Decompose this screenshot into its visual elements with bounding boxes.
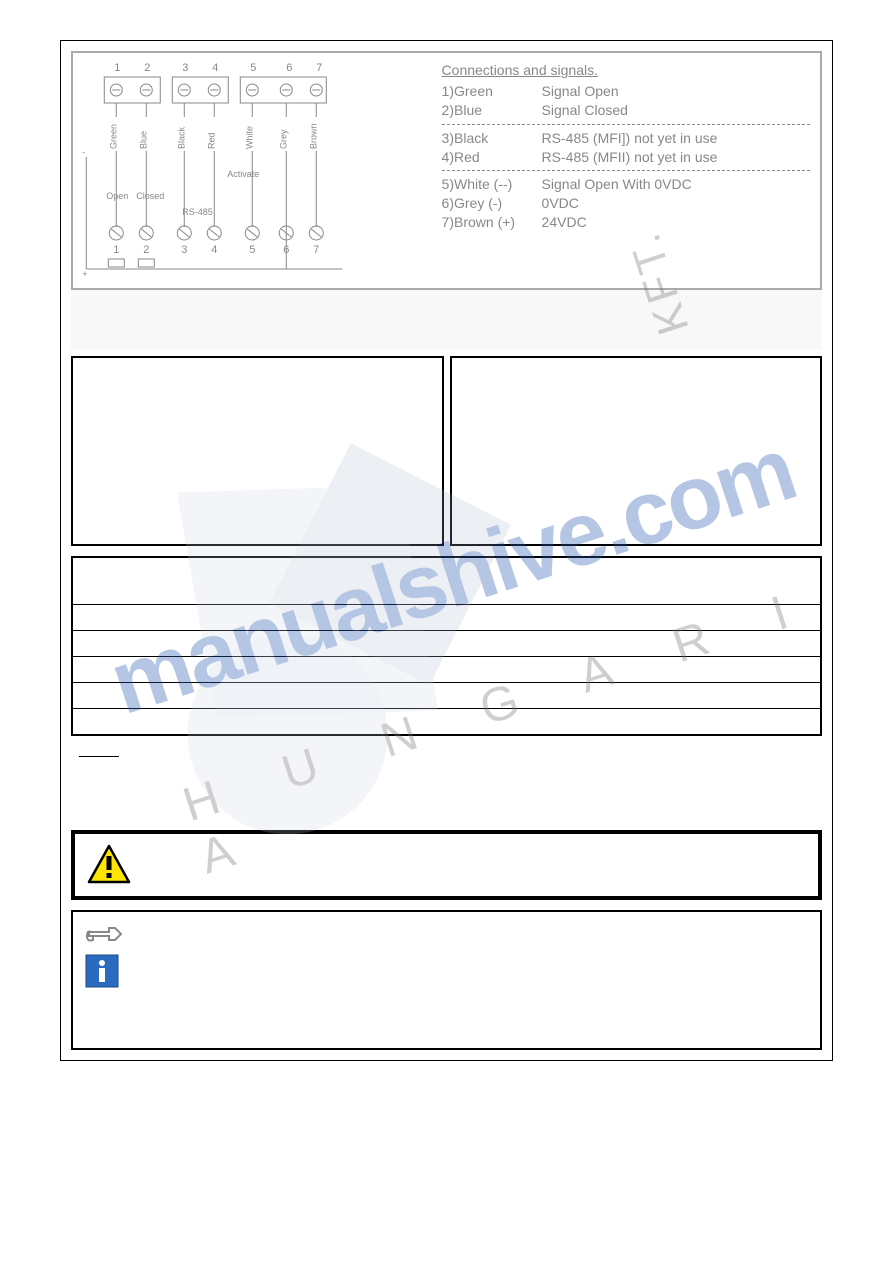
bottom-terminal-num: 5 — [249, 244, 255, 256]
wire-color-label: Red — [206, 132, 216, 149]
rs485-label: RS-485 — [182, 207, 213, 217]
table-row — [73, 682, 820, 708]
text-block — [71, 756, 822, 816]
conn-row: 4)RedRS-485 (MFII) not yet in use — [442, 148, 810, 167]
wire-color-label: Black — [176, 126, 186, 149]
wire-color-label: White — [244, 126, 254, 149]
top-terminal-num: 2 — [144, 62, 150, 74]
activate-label: Activate — [227, 169, 259, 179]
bottom-terminal-num: 7 — [313, 244, 319, 256]
top-terminal-num: 3 — [182, 62, 188, 74]
wire-color-label: Blue — [138, 131, 148, 149]
short-rule — [79, 756, 119, 757]
table-row — [73, 656, 820, 682]
page-frame: 1 2 3 4 5 6 7 — [60, 40, 833, 1061]
table-row — [73, 630, 820, 656]
two-column-boxes — [71, 356, 822, 546]
conn-row: 1)GreenSignal Open — [442, 82, 810, 101]
wire-color-label: Brown — [308, 123, 318, 149]
bottom-terminal-num: 3 — [181, 244, 187, 256]
top-terminal-num: 6 — [286, 62, 292, 74]
right-box — [450, 356, 823, 546]
warning-box — [71, 830, 822, 900]
spacer — [71, 290, 822, 350]
open-label: Open — [106, 191, 128, 201]
table-row — [73, 604, 820, 630]
pointing-hand-icon — [85, 920, 125, 948]
table-row — [73, 558, 820, 604]
separator — [442, 170, 810, 171]
table-row — [73, 708, 820, 734]
conn-row: 3)BlackRS-485 (MFI]) not yet in use — [442, 129, 810, 148]
bottom-terminal-num: 1 — [113, 244, 119, 256]
wire-color-label: Green — [108, 124, 118, 149]
top-terminal-num: 5 — [250, 62, 256, 74]
wire-color-label: Grey — [278, 129, 288, 149]
top-terminal-num: 4 — [212, 62, 218, 74]
closed-label: Closed — [136, 191, 164, 201]
connections-title: Connections and signals. — [442, 61, 810, 80]
top-terminal-num: 1 — [114, 62, 120, 74]
conn-row: 5)White (--)Signal Open With 0VDC — [442, 175, 810, 194]
connections-list: Connections and signals. 1)GreenSignal O… — [432, 53, 820, 288]
separator — [442, 124, 810, 125]
conn-row: 7)Brown (+)24VDC — [442, 213, 810, 232]
info-icon — [85, 954, 119, 988]
conn-row: 6)Grey (-)0VDC — [442, 194, 810, 213]
warning-triangle-icon — [87, 844, 131, 884]
svg-text:-: - — [82, 147, 85, 157]
bottom-terminal-num: 4 — [211, 244, 217, 256]
header-box: 1 2 3 4 5 6 7 — [71, 51, 822, 290]
top-terminal-num: 7 — [316, 62, 322, 74]
conn-row: 2)BlueSignal Closed — [442, 101, 810, 120]
data-table — [71, 556, 822, 736]
svg-text:+: + — [82, 269, 87, 279]
notice-box — [71, 910, 822, 1050]
wiring-diagram: 1 2 3 4 5 6 7 — [73, 53, 432, 288]
bottom-terminal-num: 2 — [143, 244, 149, 256]
bottom-terminal-num: 6 — [283, 244, 289, 256]
left-box — [71, 356, 444, 546]
